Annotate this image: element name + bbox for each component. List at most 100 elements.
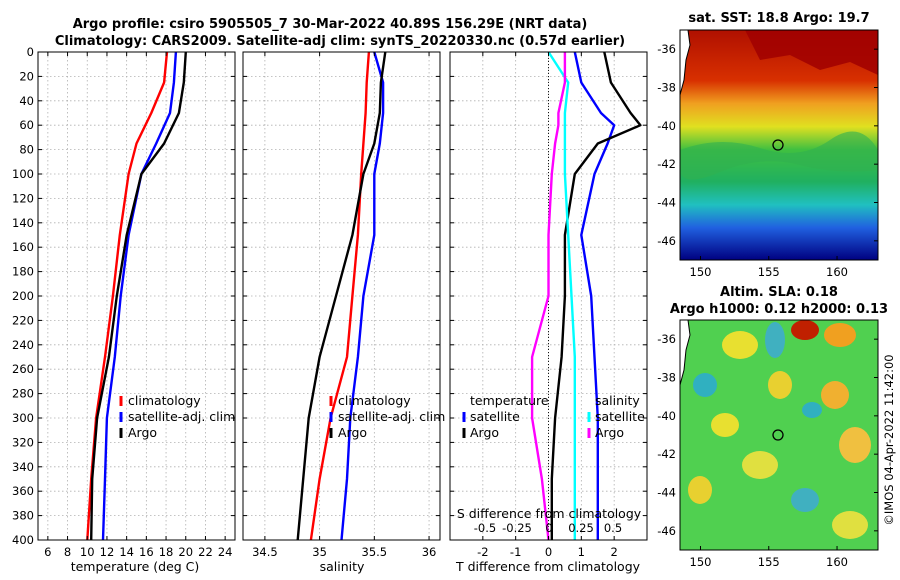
series-line-argo bbox=[296, 51, 387, 541]
sla-eddy bbox=[839, 427, 871, 463]
x-tick-label: 12 bbox=[100, 545, 115, 559]
y-tick-label: 140 bbox=[12, 216, 34, 230]
x-tick-label: 6 bbox=[44, 545, 51, 559]
timestamp: ©IMOS 04-Apr-2022 11:42:00 bbox=[882, 354, 896, 525]
sla-eddy bbox=[824, 323, 856, 347]
sla-eddy bbox=[693, 373, 717, 397]
x-tick-label: 2 bbox=[611, 545, 618, 559]
x-tick-label: 1 bbox=[578, 545, 585, 559]
map-x-tick-label: 155 bbox=[758, 555, 780, 569]
y-tick-label: 180 bbox=[12, 265, 34, 279]
series-line-climatology bbox=[309, 51, 371, 541]
series-line-satellite-adj-clim bbox=[101, 51, 178, 541]
sla-eddy bbox=[791, 488, 819, 512]
legend-label-satellite: satellite-adj. clim bbox=[338, 409, 445, 424]
map-y-tick-label: -38 bbox=[657, 371, 676, 385]
sst-map-ticks: 150 155 160 -36 -38 -40 -42 -44 -46 bbox=[657, 42, 878, 279]
legend-label-sal-satellite: satellite bbox=[595, 409, 645, 424]
sla-eddy bbox=[768, 371, 792, 399]
x-tick-label: -2 bbox=[477, 545, 488, 559]
y-tick-label: 360 bbox=[12, 484, 34, 498]
y-tick-label: 320 bbox=[12, 435, 34, 449]
temperature-xlabel: temperature (deg C) bbox=[71, 559, 200, 574]
map-y-tick-label: -40 bbox=[657, 119, 676, 133]
sla-map-frame bbox=[679, 319, 879, 551]
series-line-temperature-satellite bbox=[573, 51, 616, 540]
series-line-argo bbox=[90, 51, 187, 541]
legend-label-sal-argo: Argo bbox=[595, 425, 624, 440]
sla-eddy bbox=[791, 320, 819, 340]
salinity-panel: 34.5 35 35.5 36 bbox=[242, 51, 441, 559]
x-tick-label: 24 bbox=[218, 545, 233, 559]
y-tick-label: 40 bbox=[19, 94, 34, 108]
map-y-tick-label: -44 bbox=[657, 196, 676, 210]
s-tick: 0.5 bbox=[604, 521, 622, 535]
y-tick-label: 300 bbox=[12, 411, 34, 425]
series-line-temperature-argo bbox=[550, 51, 642, 540]
y-tick-label: 280 bbox=[12, 387, 34, 401]
sla-eddy bbox=[821, 381, 849, 409]
y-tick-label: 100 bbox=[12, 167, 34, 181]
y-tick-label: 240 bbox=[12, 338, 34, 352]
series-line-satellite-adj-clim bbox=[340, 51, 385, 541]
sst-green-band bbox=[680, 131, 878, 180]
legend-label-temp-argo: Argo bbox=[470, 425, 499, 440]
difference-legend-salinity: salinity satellite Argo bbox=[587, 393, 645, 440]
argo-location-marker bbox=[772, 429, 784, 441]
map-y-tick-label: -42 bbox=[657, 157, 676, 171]
x-tick-label: 35 bbox=[312, 545, 327, 559]
sla-eddy bbox=[832, 511, 868, 539]
map-x-tick-label: 150 bbox=[690, 555, 712, 569]
sla-map-ticks: 150 155 160 -36 -38 -40 -42 -44 -46 bbox=[657, 332, 878, 569]
map-y-tick-label: -38 bbox=[657, 81, 676, 95]
map-x-tick-label: 155 bbox=[758, 265, 780, 279]
figure-title-line1: Argo profile: csiro 5905505_7 30-Mar-202… bbox=[73, 17, 588, 32]
y-tick-label: 200 bbox=[12, 289, 34, 303]
map-y-tick-label: -46 bbox=[657, 234, 676, 248]
difference-xlabel: T difference from climatology bbox=[455, 559, 641, 574]
legend-title-salinity: salinity bbox=[595, 393, 640, 408]
x-tick-label: 0 bbox=[545, 545, 552, 559]
legend-label-climatology: climatology bbox=[128, 393, 201, 408]
difference-panel: -2 -1 0 1 2 bbox=[449, 51, 648, 559]
map-y-tick-label: -46 bbox=[657, 524, 676, 538]
legend-label-satellite: satellite-adj. clim bbox=[128, 409, 235, 424]
legend-label-climatology: climatology bbox=[338, 393, 411, 408]
x-tick-label: -1 bbox=[510, 545, 521, 559]
x-tick-label: 22 bbox=[198, 545, 213, 559]
salinity-xlabel: salinity bbox=[320, 559, 365, 574]
sst-warm-patch bbox=[705, 30, 878, 75]
series-line-salinity-satellite bbox=[547, 51, 576, 540]
y-tick-label: 340 bbox=[12, 460, 34, 474]
sst-map-frame bbox=[679, 29, 879, 261]
sst-map bbox=[679, 29, 879, 261]
y-tick-label: 400 bbox=[12, 533, 34, 547]
s-tick: -0.5 bbox=[474, 521, 496, 535]
sla-map-title1: Altim. SLA: 0.18 bbox=[720, 285, 838, 300]
x-tick-label: 16 bbox=[139, 545, 154, 559]
x-tick-label: 35.5 bbox=[362, 545, 388, 559]
x-tick-label: 18 bbox=[159, 545, 174, 559]
y-tick-label: 60 bbox=[19, 118, 34, 132]
sla-eddy bbox=[802, 402, 822, 418]
x-tick-label: 20 bbox=[178, 545, 193, 559]
y-tick-label: 120 bbox=[12, 191, 34, 205]
sla-map bbox=[679, 319, 879, 551]
y-tick-label: 260 bbox=[12, 362, 34, 376]
map-y-tick-label: -42 bbox=[657, 447, 676, 461]
salinity-difference-ticks: -0.5 -0.25 0 0.25 0.5 bbox=[474, 521, 622, 535]
sla-eddy bbox=[765, 322, 785, 358]
y-tick-label: 220 bbox=[12, 313, 34, 327]
sla-eddy bbox=[722, 331, 758, 359]
s-tick: 0 bbox=[545, 521, 552, 535]
x-tick-label: 14 bbox=[119, 545, 134, 559]
x-tick-label: 36 bbox=[422, 545, 437, 559]
temperature-legend: climatology satellite-adj. clim Argo bbox=[119, 393, 235, 440]
y-tick-label: 20 bbox=[19, 69, 34, 83]
sst-map-title: sat. SST: 18.8 Argo: 19.7 bbox=[688, 11, 869, 26]
sla-eddy bbox=[711, 413, 739, 437]
difference-xlabel2: S difference from climatology bbox=[457, 506, 642, 521]
y-tick-label: 0 bbox=[27, 45, 34, 59]
y-tick-label: 80 bbox=[19, 143, 34, 157]
